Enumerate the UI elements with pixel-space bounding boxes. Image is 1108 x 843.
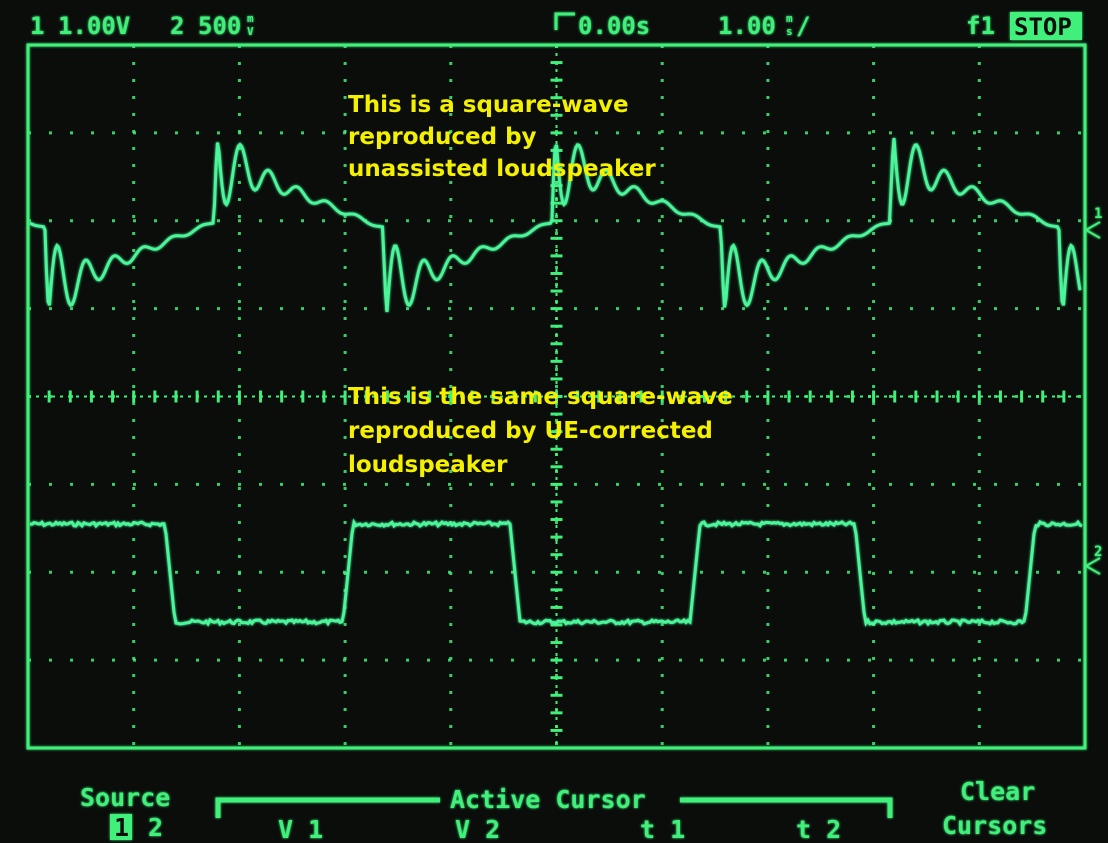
cursor-option[interactable]: t 2 bbox=[796, 815, 841, 843]
annotations: This is a square-wave reproduced by unas… bbox=[348, 92, 733, 478]
active-cursor-label: Active Cursor bbox=[450, 785, 646, 814]
ch1-trace bbox=[29, 137, 1082, 313]
ch2-unit-bottom: V bbox=[247, 25, 254, 38]
ch2-trace bbox=[29, 518, 1083, 627]
trigger-position-marker bbox=[554, 12, 575, 30]
time-unit-top: m bbox=[786, 12, 793, 25]
source-selected-box bbox=[110, 814, 132, 840]
ch1-label: 1 bbox=[30, 12, 44, 40]
ch2-unit-top: m bbox=[247, 12, 254, 25]
source-label: Source bbox=[80, 783, 170, 812]
time-scale: 1.00 bbox=[718, 12, 776, 40]
channel-markers: 1 2 bbox=[1083, 206, 1102, 575]
annotation-line: reproduced by bbox=[348, 124, 537, 150]
softkey-menu: Source 1 2 Active Cursor V 1 V 2 t 1 t 2… bbox=[80, 777, 1047, 843]
status-box bbox=[1010, 12, 1082, 40]
cursor-bracket bbox=[215, 797, 893, 818]
ch2-marker: 2 bbox=[1094, 544, 1102, 560]
ch2-marker-arrow bbox=[1083, 557, 1101, 575]
ch1-marker: 1 bbox=[1094, 206, 1102, 222]
header: 1 1.00V 2 500 m V 0.00s 1.00 m s / f1 ST… bbox=[30, 12, 1082, 41]
source-option[interactable]: 1 bbox=[114, 813, 129, 842]
graticule bbox=[26, 43, 1087, 748]
ch1-marker-arrow bbox=[1083, 221, 1101, 239]
ch2-scale: 500 bbox=[198, 12, 241, 40]
annotation-line: loudspeaker bbox=[348, 452, 508, 478]
cursor-option[interactable]: V 1 bbox=[278, 815, 323, 843]
status: STOP bbox=[1014, 13, 1072, 41]
annotation-line: reproduced by UE-corrected bbox=[348, 418, 713, 444]
time-suffix: / bbox=[796, 12, 810, 40]
annotation-line: This is a square-wave bbox=[348, 92, 629, 118]
trigger-label: f1 bbox=[966, 12, 995, 40]
ch2-label: 2 bbox=[170, 12, 184, 40]
waveforms bbox=[29, 137, 1083, 627]
annotation-line: unassisted loudspeaker bbox=[348, 156, 656, 182]
cursor-option[interactable]: t 1 bbox=[640, 815, 685, 843]
clear-cursors-line[interactable]: Cursors bbox=[942, 811, 1047, 840]
annotation-line: This is the same square-wave bbox=[348, 384, 733, 410]
ch1-scale: 1.00V bbox=[58, 12, 130, 40]
clear-cursors-line[interactable]: Clear bbox=[960, 777, 1035, 806]
source-option[interactable]: 2 bbox=[148, 813, 163, 842]
time-unit-bottom: s bbox=[786, 25, 793, 38]
time-offset: 0.00s bbox=[578, 12, 650, 40]
cursor-option[interactable]: V 2 bbox=[455, 815, 500, 843]
